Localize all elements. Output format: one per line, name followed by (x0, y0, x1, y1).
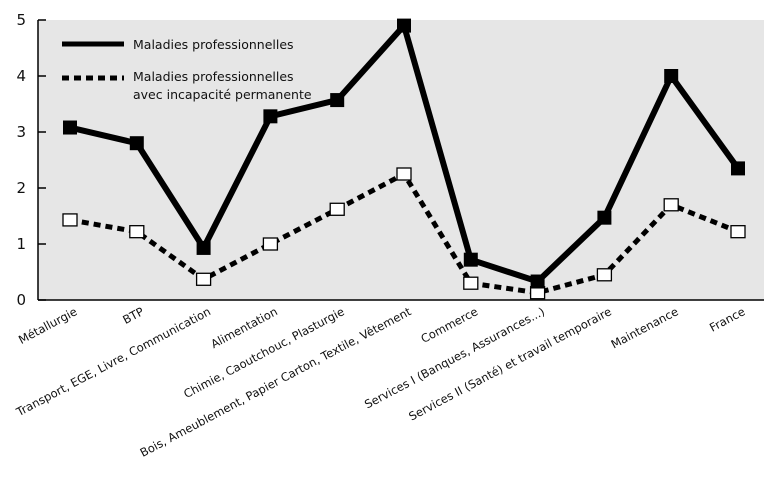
series-1-point (597, 210, 612, 225)
x-category-label: Maintenance (609, 304, 681, 351)
y-tick-label: 5 (16, 11, 26, 29)
series-1-point (330, 93, 345, 108)
series-2-point (463, 276, 479, 290)
series-2-point (663, 198, 679, 212)
series-2-point (730, 225, 746, 239)
series-markers (62, 18, 746, 300)
x-category-label: Commerce (419, 304, 481, 346)
y-axis-ticks: 0 1 2 3 4 5 (16, 11, 46, 309)
series-1-point (196, 240, 211, 255)
series-2-point (596, 268, 613, 282)
legend: Maladies professionnelles Maladies profe… (62, 37, 312, 102)
y-tick-label: 3 (16, 123, 26, 141)
y-tick-label: 0 (16, 291, 26, 309)
legend-label-series-2-line-1: Maladies professionnelles (133, 69, 294, 84)
series-1-point (263, 109, 278, 124)
x-category-label: BTP (120, 304, 146, 327)
plot-background (38, 20, 764, 300)
series-2-point (396, 167, 412, 181)
legend-label-series-1: Maladies professionnelles (133, 37, 294, 52)
series-1-point (731, 161, 745, 176)
series-1-point (63, 120, 77, 135)
series-2-point (262, 237, 279, 251)
x-category-label: Métallurgie (16, 304, 79, 347)
series-2-point (62, 213, 78, 227)
series-2-point (329, 202, 345, 216)
legend-label-series-2-line-2: avec incapacité permanente (133, 87, 312, 102)
series-1-point (129, 136, 144, 151)
series-1-point (463, 252, 478, 267)
y-tick-label: 1 (16, 235, 26, 253)
series-2-point (129, 225, 145, 239)
x-category-label: France (707, 304, 747, 334)
y-tick-label: 2 (16, 179, 26, 197)
series-1-point (664, 69, 679, 83)
y-tick-label: 4 (16, 67, 26, 85)
series-1-point (397, 18, 411, 33)
series-2-point (195, 272, 212, 286)
series-1-point (530, 274, 545, 289)
